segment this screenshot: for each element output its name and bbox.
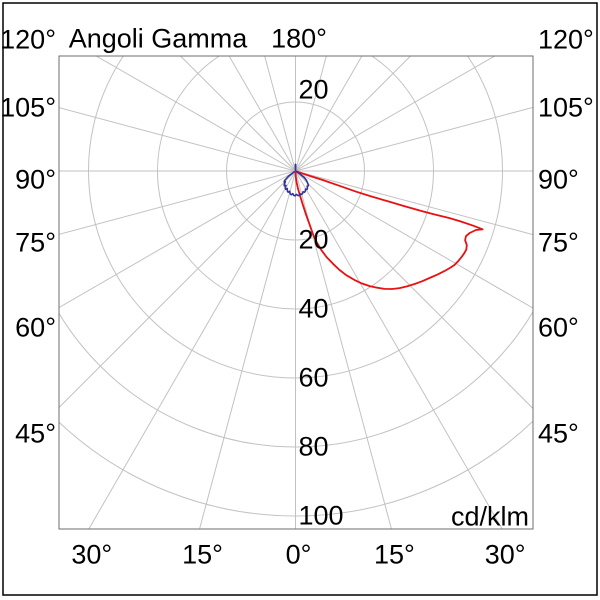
radius-label-100: 100	[298, 500, 344, 531]
polar-ray-150deg	[295, 56, 363, 172]
polar-ring-20	[226, 101, 365, 241]
gamma-label-180: 180°	[271, 23, 327, 54]
polar-ray-225deg	[179, 56, 296, 172]
polar-ray-240deg	[95, 56, 296, 172]
polar-ray-15deg	[295, 170, 392, 529]
polar-ray-105deg	[295, 106, 533, 172]
gamma-label-right-45: 45°	[538, 418, 579, 449]
gamma-label-right-120: 120°	[538, 24, 594, 55]
radius-label-60: 60	[298, 362, 329, 393]
gamma-label-left-75: 75°	[15, 227, 56, 258]
gamma-label-left-60: 60°	[15, 312, 56, 343]
polar-ray-285deg	[59, 170, 296, 235]
gamma-label-right-60: 60°	[538, 312, 579, 343]
radius-label-top-20: 20	[298, 74, 329, 105]
gamma-label-left-90: 90°	[15, 164, 56, 195]
polar-ray-210deg	[228, 56, 296, 172]
gamma-label-left-120: 120°	[0, 24, 56, 55]
radius-label-20: 20	[298, 224, 329, 255]
gamma-label-right-75: 75°	[538, 227, 579, 258]
gamma-label-bottom-4: 30°	[484, 539, 526, 570]
gamma-label-bottom-2: 0°	[285, 539, 312, 570]
polar-ray-30deg	[295, 170, 503, 529]
polar-ring-80	[59, 310, 533, 448]
gamma-label-right-90: 90°	[538, 164, 579, 195]
gamma-label-left-105: 105°	[0, 92, 56, 123]
polar-ring-100	[59, 420, 533, 517]
polar-ray-345deg	[199, 170, 296, 529]
gamma-label-right-105: 105°	[538, 92, 594, 123]
radius-label-80: 80	[298, 431, 329, 462]
polar-ring-60	[88, 56, 503, 379]
gamma-label-bottom-3: 15°	[374, 539, 415, 570]
polar-ray-255deg	[59, 107, 296, 172]
unit-label: cd/klm	[450, 501, 529, 532]
gamma-label-left-45: 45°	[15, 418, 56, 449]
polar-ray-315deg	[59, 170, 296, 409]
polar-ray-195deg	[264, 56, 296, 172]
polar-ray-60deg	[295, 170, 533, 309]
polar-ray-45deg	[295, 170, 533, 410]
polar-ring-40	[157, 56, 434, 310]
gamma-label-bottom-1: 15°	[182, 539, 223, 570]
gamma-label-bottom-0: 30°	[71, 539, 113, 570]
curve-blue	[283, 170, 310, 197]
curve-red	[294, 170, 484, 290]
plot-border	[58, 55, 534, 530]
polar-ray-135deg	[295, 56, 412, 172]
polar-ray-165deg	[295, 56, 327, 172]
radius-label-40: 40	[298, 293, 329, 324]
chart-title: Angoli Gamma	[68, 23, 248, 54]
polar-ray-300deg	[59, 170, 296, 309]
polar-ray-120deg	[295, 56, 496, 172]
polar-ray-75deg	[295, 170, 533, 236]
polar-ray-330deg	[88, 170, 296, 529]
